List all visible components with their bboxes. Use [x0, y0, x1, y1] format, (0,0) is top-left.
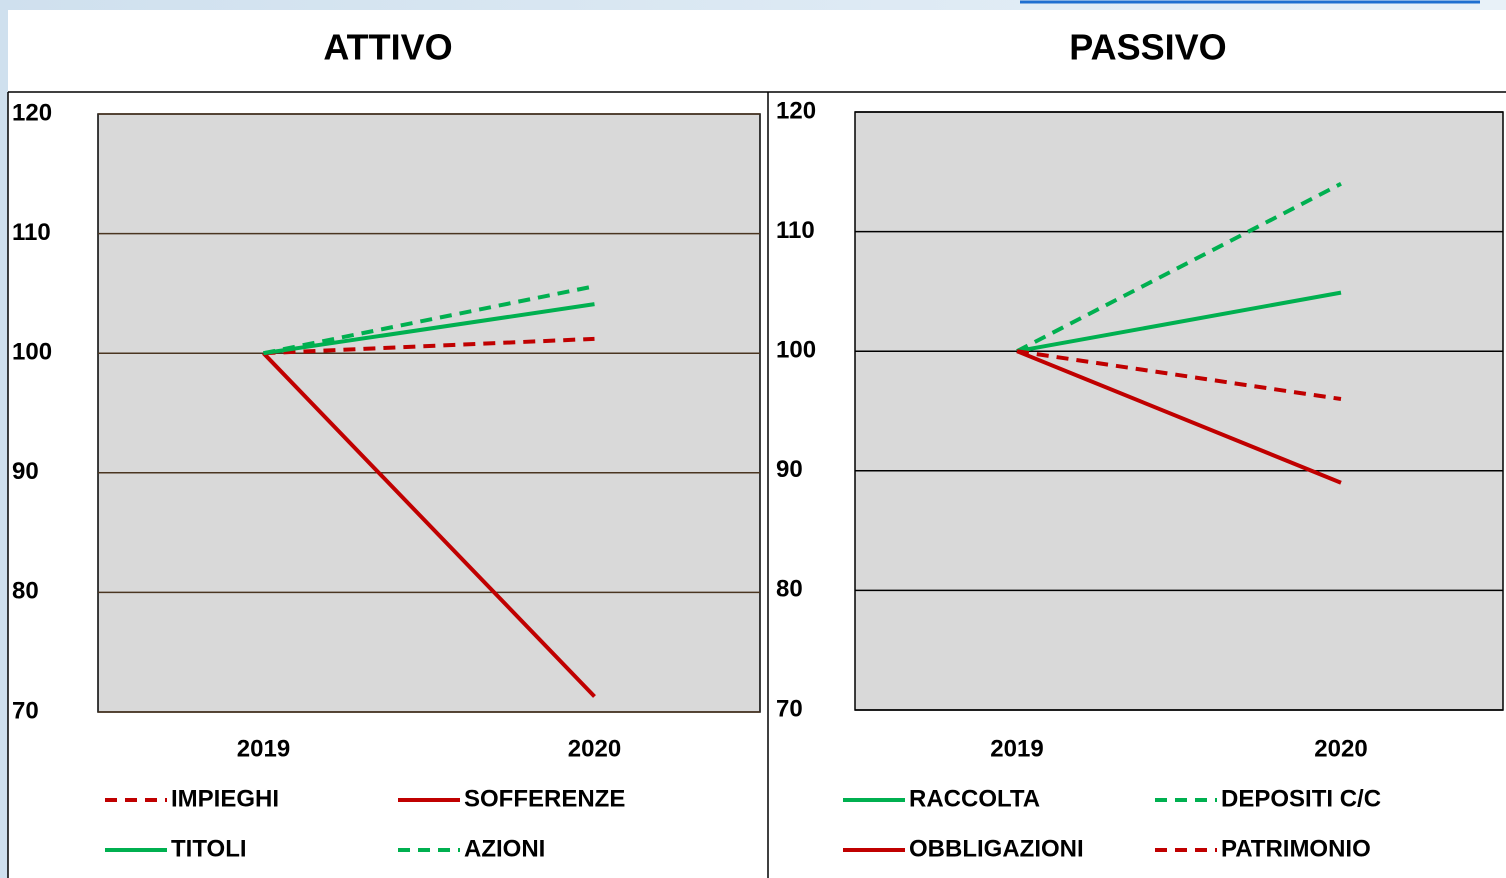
legend-label: TITOLI — [171, 835, 247, 862]
y-tick-label: 100 — [12, 339, 52, 366]
plot-area — [97, 113, 761, 713]
legend-label: OBBLIGAZIONI — [909, 835, 1084, 862]
series-line — [263, 284, 595, 356]
legend-label: RACCOLTA — [909, 785, 1040, 812]
y-tick-label: 80 — [776, 576, 803, 603]
series-line — [263, 336, 595, 356]
x-tick-label: 2020 — [568, 735, 621, 762]
y-tick-label: 90 — [12, 458, 39, 485]
y-tick-label: 100 — [776, 337, 816, 364]
legend-label: SOFFERENZE — [464, 785, 625, 812]
series-line — [1016, 290, 1342, 354]
series-line — [263, 302, 595, 356]
series-line — [262, 351, 596, 698]
y-tick-label: 70 — [12, 697, 39, 724]
x-tick-label: 2019 — [237, 735, 290, 762]
chart-title: PASSIVO — [1069, 27, 1226, 68]
chart-title: ATTIVO — [323, 27, 452, 68]
legend-label: DEPOSITI C/C — [1221, 785, 1381, 812]
x-tick-label: 2019 — [990, 735, 1043, 762]
y-tick-label: 110 — [12, 219, 51, 246]
y-tick-label: 120 — [12, 99, 52, 126]
legend-label: AZIONI — [464, 835, 545, 862]
y-tick-label: 90 — [776, 456, 803, 483]
series-line — [1016, 349, 1342, 402]
y-tick-label: 120 — [776, 97, 816, 124]
legend-label: IMPIEGHI — [171, 785, 279, 812]
y-tick-label: 70 — [776, 695, 803, 722]
legend-label: PATRIMONIO — [1221, 835, 1371, 862]
y-tick-label: 80 — [12, 578, 39, 605]
series-line — [1016, 181, 1342, 353]
series-line — [1016, 349, 1342, 485]
x-tick-label: 2020 — [1314, 735, 1367, 762]
y-tick-label: 110 — [776, 217, 815, 244]
plot-area — [854, 111, 1504, 711]
